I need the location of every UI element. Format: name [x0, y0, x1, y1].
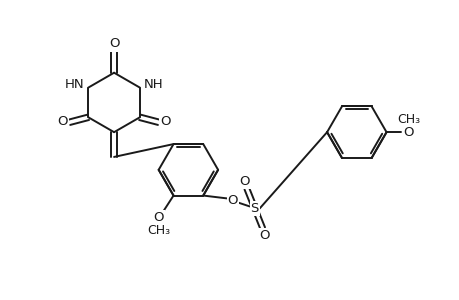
- Text: CH₃: CH₃: [396, 113, 419, 126]
- Text: O: O: [227, 194, 238, 207]
- Text: O: O: [153, 211, 163, 224]
- Text: HN: HN: [65, 78, 84, 91]
- Text: O: O: [259, 229, 269, 242]
- Text: CH₃: CH₃: [147, 224, 170, 237]
- Text: NH: NH: [144, 78, 163, 91]
- Text: S: S: [250, 202, 258, 215]
- Text: O: O: [402, 126, 413, 139]
- Text: O: O: [109, 38, 119, 50]
- Text: O: O: [57, 115, 67, 128]
- Text: O: O: [239, 175, 250, 188]
- Text: O: O: [160, 115, 170, 128]
